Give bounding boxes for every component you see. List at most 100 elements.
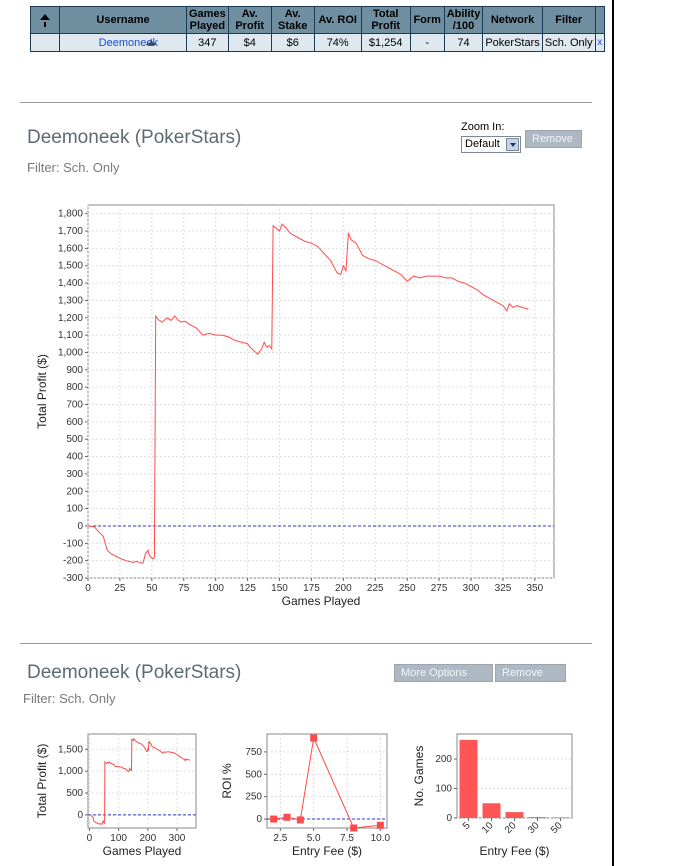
x-axis-label: Games Played — [282, 594, 361, 608]
panel-title: Deemoneek (PokerStars) — [27, 127, 242, 148]
x-tick-label: 150 — [271, 583, 288, 594]
y-tick-label: 0 — [446, 813, 452, 824]
y-tick-label: 1,400 — [58, 278, 83, 289]
header-label: Games — [189, 8, 226, 20]
zoom-value: Default — [465, 138, 500, 150]
y-tick-label: 600 — [66, 417, 83, 428]
x-tick-label: 175 — [303, 583, 320, 594]
header-label: Profit — [371, 20, 401, 32]
bar — [528, 817, 547, 818]
mini-profit-line — [89, 737, 191, 825]
header-av-profit[interactable]: Av. Profit — [227, 6, 272, 34]
y-axis-label: Total Profit ($) — [35, 744, 49, 819]
toolbar-icons — [490, 0, 586, 13]
header-games-played[interactable]: Games Played — [186, 6, 229, 34]
player-stats-table: Username Games Played Av. Profit Av. Stake … — [30, 6, 605, 52]
y-tick-label: -200 — [63, 556, 83, 567]
sort-header[interactable] — [30, 6, 60, 34]
y-tick-label: -100 — [63, 538, 83, 549]
y-tick-label: 1,800 — [58, 209, 83, 220]
bar — [551, 817, 570, 818]
x-axis-label: Games Played — [103, 844, 182, 858]
y-tick-label: 300 — [66, 469, 83, 480]
remove-button[interactable]: Remove — [495, 664, 566, 682]
y-tick-label: 500 — [66, 788, 83, 799]
x-tick-label: 10.0 — [371, 833, 391, 844]
x-tick-label: 100 — [207, 583, 224, 594]
y-tick-label: 100 — [435, 784, 452, 795]
header-username[interactable]: Username — [59, 6, 187, 34]
header-label: Ability — [446, 8, 481, 20]
header-form[interactable]: Form — [409, 6, 445, 34]
total-profit-cell: $1,254 — [360, 33, 411, 52]
header-ability[interactable]: Ability/100 — [443, 6, 484, 34]
y-tick-label: 1,300 — [58, 295, 83, 306]
header-label: Form — [413, 14, 441, 26]
username-link[interactable]: Deemoneek — [98, 36, 158, 49]
bar — [505, 812, 524, 818]
header-label: Total — [372, 8, 399, 20]
remove-row-button[interactable]: x — [594, 33, 605, 52]
y-tick-label: 1,700 — [58, 226, 83, 237]
roi-point — [283, 813, 291, 821]
zoom-label: Zoom In: — [461, 121, 505, 133]
x-tick-label: 0 — [85, 583, 91, 594]
y-tick-label: 250 — [245, 792, 262, 803]
roi-point — [270, 815, 278, 823]
table-header-row: Username Games Played Av. Profit Av. Stake … — [30, 6, 605, 34]
ability-cell: 74 — [443, 33, 484, 52]
profit-line — [87, 223, 529, 564]
y-tick-label: 200 — [435, 754, 452, 765]
filter-cell: Sch. Only — [541, 33, 596, 52]
y-tick-label: 900 — [66, 365, 83, 376]
window-border — [612, 0, 614, 866]
header-remove — [594, 6, 605, 34]
header-filter[interactable]: Filter — [541, 6, 596, 34]
header-label: Username — [96, 14, 150, 26]
header-av-stake[interactable]: Av. Stake — [270, 6, 315, 34]
network-cell: PokerStars — [482, 33, 543, 52]
av-roi-cell: 74% — [313, 33, 362, 52]
x-tick-label: 5 — [461, 820, 473, 832]
av-stake-cell: $6 — [270, 33, 315, 52]
header-total-profit[interactable]: Total Profit — [360, 6, 411, 34]
y-tick-label: 700 — [66, 400, 83, 411]
header-av-roi[interactable]: Av. ROI — [313, 6, 362, 34]
x-tick-label: 125 — [239, 583, 256, 594]
x-tick-label: 20 — [503, 820, 519, 836]
roi-point — [310, 734, 318, 742]
x-tick-label: 50 — [549, 820, 565, 836]
username-cell: Deemoneek — [59, 33, 187, 52]
y-tick-label: 1,600 — [58, 243, 83, 254]
panel-title: Deemoneek (PokerStars) — [27, 662, 242, 683]
y-tick-label: 1,000 — [58, 347, 83, 358]
roi-chart: 0 250 500 750 2.5 5.0 7.5 10.0 Entry Fee ($) ROI … — [220, 733, 391, 858]
header-label: Profit — [235, 20, 265, 32]
more-options-button[interactable]: More Options — [394, 664, 493, 682]
x-tick-label: 275 — [431, 583, 448, 594]
table-row: Deemoneek 347 $4 $6 74% $1,254 - 74 Poke… — [30, 33, 605, 52]
remove-button[interactable]: Remove — [525, 130, 582, 148]
form-cell: - — [409, 33, 445, 52]
plot-area — [87, 204, 555, 579]
filter-label: Filter: Sch. Only — [27, 160, 120, 175]
y-tick-label: 1,500 — [58, 261, 83, 272]
x-tick-label: 300 — [463, 583, 480, 594]
x-tick-label: 2.5 — [273, 833, 287, 844]
arrow-up-icon[interactable] — [40, 14, 50, 20]
x-tick-label: 325 — [495, 583, 512, 594]
roi-point — [376, 821, 384, 829]
header-label: Av. ROI — [318, 14, 357, 26]
zoom-select[interactable]: Default — [461, 136, 521, 153]
divider — [20, 643, 592, 644]
header-network[interactable]: Network — [482, 6, 543, 34]
y-tick-label: 400 — [66, 452, 83, 463]
y-tick-label: 1,200 — [58, 313, 83, 324]
chevron-down-icon[interactable] — [506, 138, 519, 151]
games-played-cell: 347 — [186, 33, 229, 52]
y-axis-label: ROI % — [220, 763, 234, 799]
header-label: Av. — [241, 8, 258, 20]
roi-point — [296, 816, 304, 824]
